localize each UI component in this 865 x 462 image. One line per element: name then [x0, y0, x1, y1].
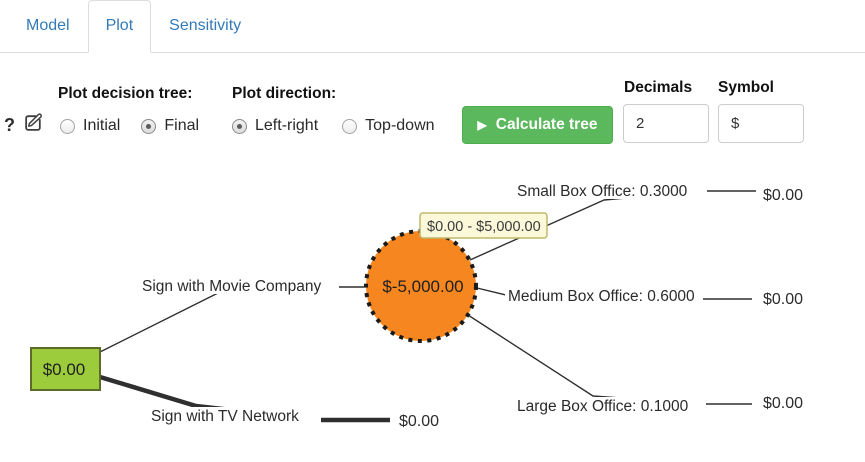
edge-medium-box-office [476, 287, 752, 300]
help-icon[interactable]: ? [4, 115, 15, 135]
radio-initial-label: Initial [83, 117, 121, 134]
radio-top-down[interactable]: Top-down [342, 117, 435, 135]
radio-top-down-dot [342, 118, 358, 134]
calculate-tree-button[interactable]: ▶ Calculate tree [462, 106, 613, 144]
symbol-input[interactable] [718, 104, 804, 143]
radio-initial[interactable]: Initial [60, 117, 120, 135]
chance-node[interactable] [364, 229, 478, 343]
radio-final[interactable]: Final [141, 117, 199, 135]
node-range-tooltip-text: $0.00 - $5,000.00 [427, 219, 541, 235]
tab-plot[interactable]: Plot [87, 0, 152, 53]
tab-model[interactable]: Model [26, 17, 70, 34]
plot-decision-tree-label: Plot decision tree: [58, 85, 193, 102]
radio-left-right-dot [232, 118, 247, 134]
payoff-small: $0.00 [763, 187, 803, 204]
edit-icon[interactable] [23, 112, 44, 138]
branch-label-large: Large Box Office: 0.1000 [517, 398, 689, 415]
tab-bar: Model Plot Sensitivity [0, 0, 865, 53]
edge-sign-with-tv-network [99, 374, 390, 423]
label-bg-large [514, 397, 706, 414]
edge-sign-with-movie-company [99, 286, 364, 353]
branch-label-medium: Medium Box Office: 0.6000 [508, 288, 695, 305]
label-bg-small [514, 182, 707, 199]
decimals-label: Decimals [624, 79, 693, 96]
label-bg-medium [505, 287, 703, 304]
radio-final-label: Final [164, 117, 200, 134]
edge-small-box-office [469, 190, 756, 261]
play-icon: ▶ [477, 118, 487, 132]
label-bg-movie [139, 277, 339, 294]
radio-left-right-label: Left-right [255, 117, 319, 134]
branch-label-movie: Sign with Movie Company [142, 278, 321, 295]
radio-left-right[interactable]: Left-right [232, 117, 318, 135]
label-bg-tv [148, 407, 321, 424]
pencil-square-icon [25, 113, 42, 131]
plot-direction-label: Plot direction: [232, 85, 337, 102]
payoff-medium: $0.00 [763, 291, 803, 308]
edge-large-box-office [467, 314, 752, 405]
plot-direction-radio-group: Left-right Top-down [232, 117, 435, 135]
radio-final-dot [141, 118, 157, 134]
plot-tree-radio-group: Initial Final [60, 117, 199, 135]
calculate-tree-label: Calculate tree [495, 116, 598, 133]
radio-top-down-label: Top-down [365, 117, 435, 134]
tab-sensitivity[interactable]: Sensitivity [169, 17, 242, 34]
payoff-tv: $0.00 [399, 413, 439, 430]
radio-initial-dot [60, 118, 75, 134]
symbol-label: Symbol [718, 79, 774, 96]
decision-node[interactable] [30, 347, 101, 391]
branch-label-tv: Sign with TV Network [151, 408, 299, 425]
branch-label-small: Small Box Office: 0.3000 [517, 183, 688, 200]
payoff-large: $0.00 [763, 395, 803, 412]
decimals-input[interactable] [623, 104, 709, 143]
